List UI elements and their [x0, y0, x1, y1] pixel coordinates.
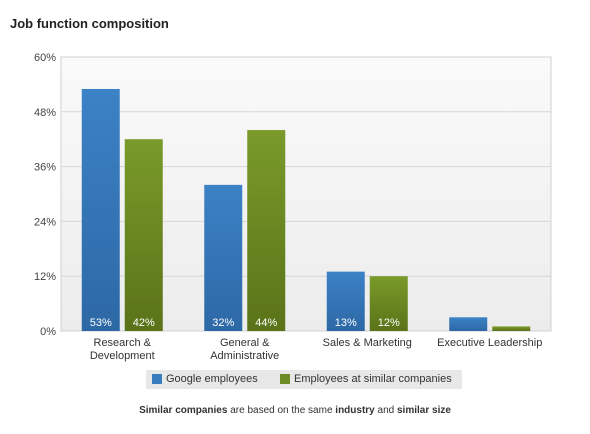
- bar[interactable]: [81, 88, 120, 331]
- bar-data-label: 53%: [90, 317, 112, 329]
- footnote-text-2: and: [374, 405, 397, 416]
- bar[interactable]: [492, 326, 531, 331]
- footnote-bold-3: similar size: [397, 405, 451, 416]
- bar[interactable]: [326, 271, 365, 331]
- bar-chart: 0% 12% 24% 36% 48% 60% 53% 42% 32% 44% 13% 12% Res…: [34, 52, 552, 362]
- bar[interactable]: [204, 184, 243, 331]
- bar[interactable]: [369, 276, 408, 331]
- footnote: Similar companies are based on the same …: [0, 405, 590, 416]
- legend-swatch-similar: [280, 374, 290, 384]
- bar-data-label: 42%: [133, 317, 155, 329]
- chart-title: Job function composition: [10, 16, 169, 31]
- y-tick-label: 0%: [40, 326, 56, 338]
- legend-label-similar: Employees at similar companies: [294, 373, 452, 385]
- footnote-bold-1: Similar companies: [139, 405, 228, 416]
- legend-label-google: Google employees: [166, 373, 258, 385]
- footnote-bold-2: industry: [335, 405, 375, 416]
- bar-data-label: 12%: [378, 317, 400, 329]
- bar-data-labels: 53% 42% 32% 44% 13% 12%: [90, 317, 400, 329]
- footnote-text-1: are based on the same: [227, 405, 336, 416]
- x-tick-label: General & Administrative: [210, 337, 279, 362]
- y-tick-label: 36%: [34, 162, 56, 174]
- legend: Google employees Employees at similar co…: [146, 370, 462, 389]
- y-tick-label: 24%: [34, 216, 56, 228]
- legend-item-google[interactable]: Google employees: [152, 373, 258, 385]
- legend-swatch-google: [152, 374, 162, 384]
- x-tick-label: Research & Development: [90, 337, 155, 362]
- bar[interactable]: [247, 130, 286, 331]
- bar-data-label: 13%: [335, 317, 357, 329]
- y-tick-label: 60%: [34, 52, 56, 64]
- x-tick-label: Sales & Marketing: [323, 337, 412, 349]
- bar[interactable]: [449, 317, 488, 331]
- bar-data-label: 32%: [212, 317, 234, 329]
- y-tick-label: 12%: [34, 271, 56, 283]
- x-axis-ticks: Research & Development General & Administra…: [90, 337, 543, 362]
- bar[interactable]: [124, 139, 163, 331]
- y-tick-label: 48%: [34, 107, 56, 119]
- x-tick-label: Executive Leadership: [437, 337, 542, 349]
- y-axis-ticks: 0% 12% 24% 36% 48% 60%: [34, 52, 56, 338]
- bar-data-label: 44%: [255, 317, 277, 329]
- bars: [81, 88, 531, 331]
- legend-item-similar[interactable]: Employees at similar companies: [280, 373, 452, 385]
